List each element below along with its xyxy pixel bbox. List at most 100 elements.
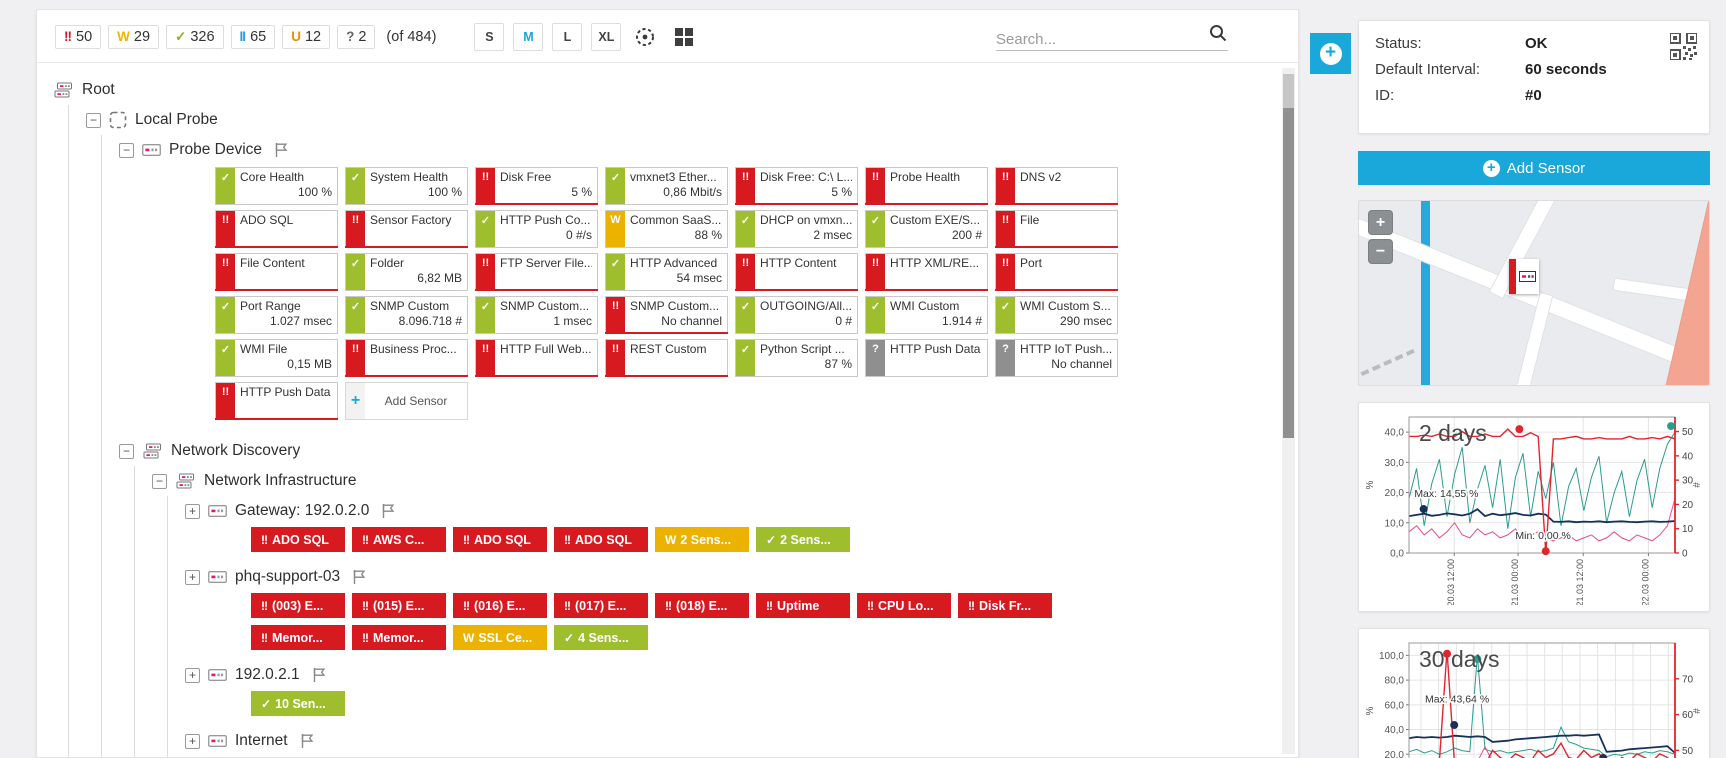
tree-row-192-0-2-1[interactable]: +192.0.2.1 [185,660,1268,690]
sensor-chip-ssl-ce[interactable]: W SSL Ce... [453,625,547,650]
priority-flag-icon[interactable] [312,667,327,683]
sensor-tile-rest-custom[interactable]: !! REST Custom [605,339,728,377]
graph-2-days-card[interactable]: 0,0 10,0 20,0 30,0 40,0 0 10 20 30 40 50 Max: 14,55… [1358,402,1710,612]
sensor-tile-port[interactable]: !! Port [995,253,1118,291]
filter-paused[interactable]: II 65 [230,24,276,49]
sensor-chip-10-sen[interactable]: ✓ 10 Sen... [251,691,345,716]
sensor-chip-ado-sql[interactable]: !! ADO SQL [453,527,547,552]
add-sensor-tile[interactable]: + Add Sensor [345,382,468,420]
size-button-l[interactable]: L [552,23,583,51]
tree-row-phq-support-03[interactable]: + phq-support-03 [185,562,1268,592]
sensor-tile-system-health[interactable]: ✓ System Health 100 % [345,167,468,205]
sensor-chip-uptime[interactable]: !! Uptime [756,593,850,618]
sensor-tile-file-content[interactable]: !! File Content [215,253,338,291]
sensor-tile-http-push-data[interactable]: ? HTTP Push Data [865,339,988,377]
sensor-tile-vmxnet3-ether[interactable]: ✓ vmxnet3 Ether... 0,86 Mbit/s [605,167,728,205]
scrollbar-thumb[interactable] [1283,108,1294,438]
sensor-chip-2-sens[interactable]: W 2 Sens... [655,527,749,552]
sensor-tile-wmi-file[interactable]: ✓ WMI File 0,15 MB [215,339,338,377]
add-object-fab[interactable]: + [1310,33,1351,74]
sensor-tile-http-full-web[interactable]: !! HTTP Full Web... [475,339,598,377]
sensor-tile-snmp-custom[interactable]: !! SNMP Custom... No channel [605,296,728,334]
sensor-tile-http-push-co[interactable]: ✓ HTTP Push Co... 0 #/s [475,210,598,248]
priority-flag-icon[interactable] [381,503,396,519]
sensor-chip-2-sens[interactable]: ✓ 2 Sens... [756,527,850,552]
tree-row-internet[interactable]: + Internet [185,726,1268,756]
sensor-chip-ado-sql[interactable]: !! ADO SQL [554,527,648,552]
sensor-tile-outgoing-all[interactable]: ✓ OUTGOING/All... 0 # [735,296,858,334]
map-zoom-in-button[interactable]: + [1368,210,1393,235]
sensor-tile-http-iot-push[interactable]: ? HTTP IoT Push... No channel [995,339,1118,377]
sensor-chip-017-e[interactable]: !! (017) E... [554,593,648,618]
sensor-chip-4-sens[interactable]: ✓ 4 Sens... [554,625,648,650]
filter-unusual[interactable]: U 12 [282,24,331,49]
priority-flag-icon[interactable] [300,733,315,749]
expander-icon[interactable]: + [185,667,200,683]
priority-flag-icon[interactable] [274,142,289,158]
sensor-tile-custom-exe-s[interactable]: ✓ Custom EXE/S... 200 # [865,210,988,248]
sensor-tile-http-content[interactable]: !! HTTP Content [735,253,858,291]
filter-error[interactable]: !! 50 [55,24,102,49]
sensor-tile-wmi-custom[interactable]: ✓ WMI Custom 1.914 # [865,296,988,334]
sensor-chip-016-e[interactable]: !! (016) E... [453,593,547,618]
sensor-tile-probe-health[interactable]: !! Probe Health [865,167,988,205]
expander-icon[interactable]: + [185,733,200,749]
priority-flag-icon[interactable] [352,569,367,585]
sensor-tile-dns-v2[interactable]: !! DNS v2 [995,167,1118,205]
sensor-chip-003-e[interactable]: !! (003) E... [251,593,345,618]
sensor-tile-dhcp-on-vmxn[interactable]: ✓ DHCP on vmxn... 2 msec [735,210,858,248]
expander-icon[interactable]: − [119,142,134,158]
tree-row-network-discovery[interactable]: − Network Discovery [119,436,1268,466]
expander-icon[interactable]: − [119,443,134,459]
location-map[interactable]: + − [1358,200,1710,386]
scrollbar[interactable] [1282,68,1295,754]
map-zoom-out-button[interactable]: − [1368,239,1393,264]
size-button-m[interactable]: M [513,23,544,51]
sensor-tile-http-advanced[interactable]: ✓ HTTP Advanced 54 msec [605,253,728,291]
sensor-chip-015-e[interactable]: !! (015) E... [352,593,446,618]
sensor-tile-wmi-custom-s[interactable]: ✓ WMI Custom S... 290 msec [995,296,1118,334]
sensor-tile-core-health[interactable]: ✓ Core Health 100 % [215,167,338,205]
sensor-tile-port-range[interactable]: ✓ Port Range 1.027 msec [215,296,338,334]
tree-row-gateway-192-0-2-0[interactable]: + Gateway: 192.0.2.0 [185,496,1268,526]
sensor-tile-python-script[interactable]: ✓ Python Script ... 87 % [735,339,858,377]
sensor-tile-http-xml-re[interactable]: !! HTTP XML/RE... [865,253,988,291]
expander-icon[interactable]: − [86,112,101,128]
tree-row-local-probe[interactable]: − Local Probe [86,105,1268,135]
sensor-chip-memor[interactable]: !! Memor... [352,625,446,650]
sensor-chip-memor[interactable]: !! Memor... [251,625,345,650]
sensor-chip-disk-fr[interactable]: !! Disk Fr... [958,593,1052,618]
map-device-marker[interactable] [1509,259,1539,294]
sensor-chip-aws-c[interactable]: !! AWS C... [352,527,446,552]
sensor-tile-snmp-custom[interactable]: ✓ SNMP Custom... 1 msec [475,296,598,334]
search-input[interactable] [996,31,1208,48]
sensor-tile-snmp-custom[interactable]: ✓ SNMP Custom 8.096.718 # [345,296,468,334]
search-icon[interactable] [1208,23,1228,48]
filter-warning[interactable]: W 29 [108,24,160,49]
sensor-chip-cpu-lo[interactable]: !! CPU Lo... [857,593,951,618]
size-button-xl[interactable]: XL [591,23,622,51]
sensor-tile-sensor-factory[interactable]: !! Sensor Factory [345,210,468,248]
tile-view-icon[interactable] [669,23,699,51]
sensor-chip-018-e[interactable]: !! (018) E... [655,593,749,618]
size-button-s[interactable]: S [474,23,505,51]
refresh-settings-icon[interactable] [630,23,660,51]
sensor-tile-ftp-server-file[interactable]: !! FTP Server File... [475,253,598,291]
sensor-tile-common-saas[interactable]: W Common SaaS... 88 % [605,210,728,248]
sensor-tile-folder[interactable]: ✓ Folder 6,82 MB [345,253,468,291]
tree-row-network-infrastructure[interactable]: − Network Infrastructure [152,466,1268,496]
sensor-tile-file[interactable]: !! File [995,210,1118,248]
qr-code-icon[interactable] [1669,32,1698,65]
tree-row-probe-device[interactable]: − Probe Device [119,135,1268,165]
add-sensor-button[interactable]: + Add Sensor [1358,151,1710,185]
tree-row-root[interactable]: Root [53,75,1268,105]
sensor-chip-ado-sql[interactable]: !! ADO SQL [251,527,345,552]
sensor-tile-disk-free[interactable]: !! Disk Free 5 % [475,167,598,205]
filter-ok[interactable]: ✓ 326 [166,25,224,50]
sensor-tile-ado-sql[interactable]: !! ADO SQL [215,210,338,248]
expander-icon[interactable]: + [185,503,200,519]
sensor-tile-business-proc[interactable]: !! Business Proc... [345,339,468,377]
expander-icon[interactable]: − [152,473,167,489]
sensor-tile-http-push-data[interactable]: !! HTTP Push Data [215,382,338,420]
